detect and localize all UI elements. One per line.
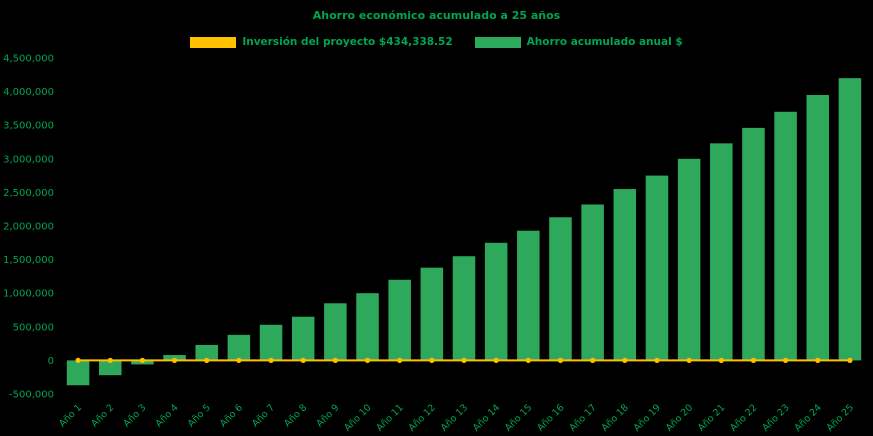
bar-año-19 xyxy=(645,175,669,361)
y-tick-label: 2,500,000 xyxy=(3,188,54,199)
x-axis-label: Año 23 xyxy=(760,402,791,433)
investment-marker-icon xyxy=(397,357,403,363)
bar-año-21 xyxy=(710,143,733,361)
x-axis-label: Año 15 xyxy=(503,402,534,433)
bar-año-13 xyxy=(452,256,476,361)
x-axis-label: Año 11 xyxy=(374,402,405,433)
x-axis-label: Año 7 xyxy=(250,402,277,429)
y-tick-label: 1,500,000 xyxy=(3,255,54,266)
bar-año-9 xyxy=(324,303,347,361)
bar-año-25 xyxy=(838,78,862,361)
investment-marker-icon xyxy=(815,357,821,363)
x-axis-label: Año 8 xyxy=(282,402,309,429)
x-axis-label: Año 24 xyxy=(792,402,823,433)
x-axis-label: Año 12 xyxy=(407,402,438,433)
y-tick-label: 1,000,000 xyxy=(3,289,54,300)
legend-swatch-investment-icon xyxy=(190,36,237,48)
x-axis-label: Año 4 xyxy=(154,402,181,429)
x-axis-label: Año 3 xyxy=(121,402,148,429)
y-tick-label: -500,000 xyxy=(9,390,54,401)
x-axis-label: Año 25 xyxy=(825,402,856,433)
y-tick-label: 3,000,000 xyxy=(3,154,54,165)
bar-año-22 xyxy=(742,127,765,361)
chart-title: Ahorro económico acumulado a 25 años xyxy=(312,9,561,22)
bar-año-15 xyxy=(517,230,540,361)
bar-año-24 xyxy=(806,94,830,361)
x-axis-label: Año 17 xyxy=(567,402,598,433)
x-axis-label: Año 1 xyxy=(57,402,84,429)
investment-marker-icon xyxy=(461,357,467,363)
investment-marker-icon xyxy=(493,357,499,363)
x-axis-label: Año 13 xyxy=(439,402,470,433)
investment-marker-icon xyxy=(525,357,531,363)
bar-año-2 xyxy=(98,360,122,376)
investment-marker-icon xyxy=(332,357,338,363)
y-tick-label: 4,000,000 xyxy=(3,87,54,98)
investment-marker-icon xyxy=(686,357,692,363)
bar-año-7 xyxy=(259,324,283,361)
y-tick-label: 500,000 xyxy=(13,322,54,333)
x-axis-label: Año 22 xyxy=(728,402,759,433)
bar-año-10 xyxy=(356,293,379,361)
bar-año-4 xyxy=(163,355,186,361)
legend: Inversión del proyecto $434,338.52 Ahorr… xyxy=(0,36,873,48)
bar-año-6 xyxy=(227,334,251,361)
x-axis-label: Año 2 xyxy=(89,402,116,429)
investment-marker-icon xyxy=(204,357,210,363)
investment-marker-icon xyxy=(268,357,274,363)
legend-label-savings: Ahorro acumulado anual $ xyxy=(526,36,683,48)
investment-marker-icon xyxy=(139,357,145,363)
investment-marker-icon xyxy=(783,357,789,363)
bar-año-12 xyxy=(420,267,444,361)
legend-item-investment: Inversión del proyecto $434,338.52 xyxy=(190,36,453,48)
y-tick-label: 4,500,000 xyxy=(3,54,54,65)
investment-marker-icon xyxy=(557,357,564,363)
x-axis-label: Año 16 xyxy=(535,402,566,433)
investment-marker-icon xyxy=(107,357,113,363)
investment-marker-icon xyxy=(300,357,306,363)
y-tick-label: 3,500,000 xyxy=(3,121,54,132)
investment-marker-icon xyxy=(718,357,724,363)
bar-año-1 xyxy=(66,360,90,386)
bar-año-16 xyxy=(549,217,572,361)
bar-año-18 xyxy=(613,189,637,361)
x-axis-label: Año 6 xyxy=(218,402,245,429)
x-axis-label: Año 14 xyxy=(471,402,502,433)
bar-año-17 xyxy=(581,204,604,361)
x-axis-label: Año 20 xyxy=(664,402,695,433)
x-axis-label: Año 10 xyxy=(342,402,373,433)
bar-año-23 xyxy=(774,111,797,361)
investment-marker-icon xyxy=(429,357,435,363)
investment-marker-icon xyxy=(590,357,596,363)
bar-año-20 xyxy=(677,158,701,361)
legend-swatch-savings-icon xyxy=(474,36,521,48)
x-axis-label: Año 18 xyxy=(599,402,630,433)
investment-marker-icon xyxy=(171,357,178,363)
x-axis-label: Año 9 xyxy=(314,402,341,429)
x-axis-label: Año 21 xyxy=(696,402,727,433)
bar-año-5 xyxy=(195,344,218,361)
investment-marker-icon xyxy=(750,357,757,363)
investment-marker-icon xyxy=(622,357,628,363)
y-tick-label: 2,000,000 xyxy=(3,222,54,233)
investment-marker-icon xyxy=(364,357,371,363)
investment-marker-icon xyxy=(847,357,853,363)
bar-año-8 xyxy=(291,316,315,361)
y-tick-label: 0 xyxy=(48,356,54,367)
investment-marker-icon xyxy=(75,357,81,363)
investment-marker-icon xyxy=(654,357,660,363)
x-axis-label: Año 5 xyxy=(186,402,213,429)
investment-marker-icon xyxy=(236,357,242,363)
x-axis-label: Año 19 xyxy=(632,402,663,433)
bar-año-11 xyxy=(388,279,411,361)
bar-año-14 xyxy=(484,242,508,361)
legend-item-savings: Ahorro acumulado anual $ xyxy=(474,36,683,48)
legend-label-investment: Inversión del proyecto $434,338.52 xyxy=(242,36,453,48)
